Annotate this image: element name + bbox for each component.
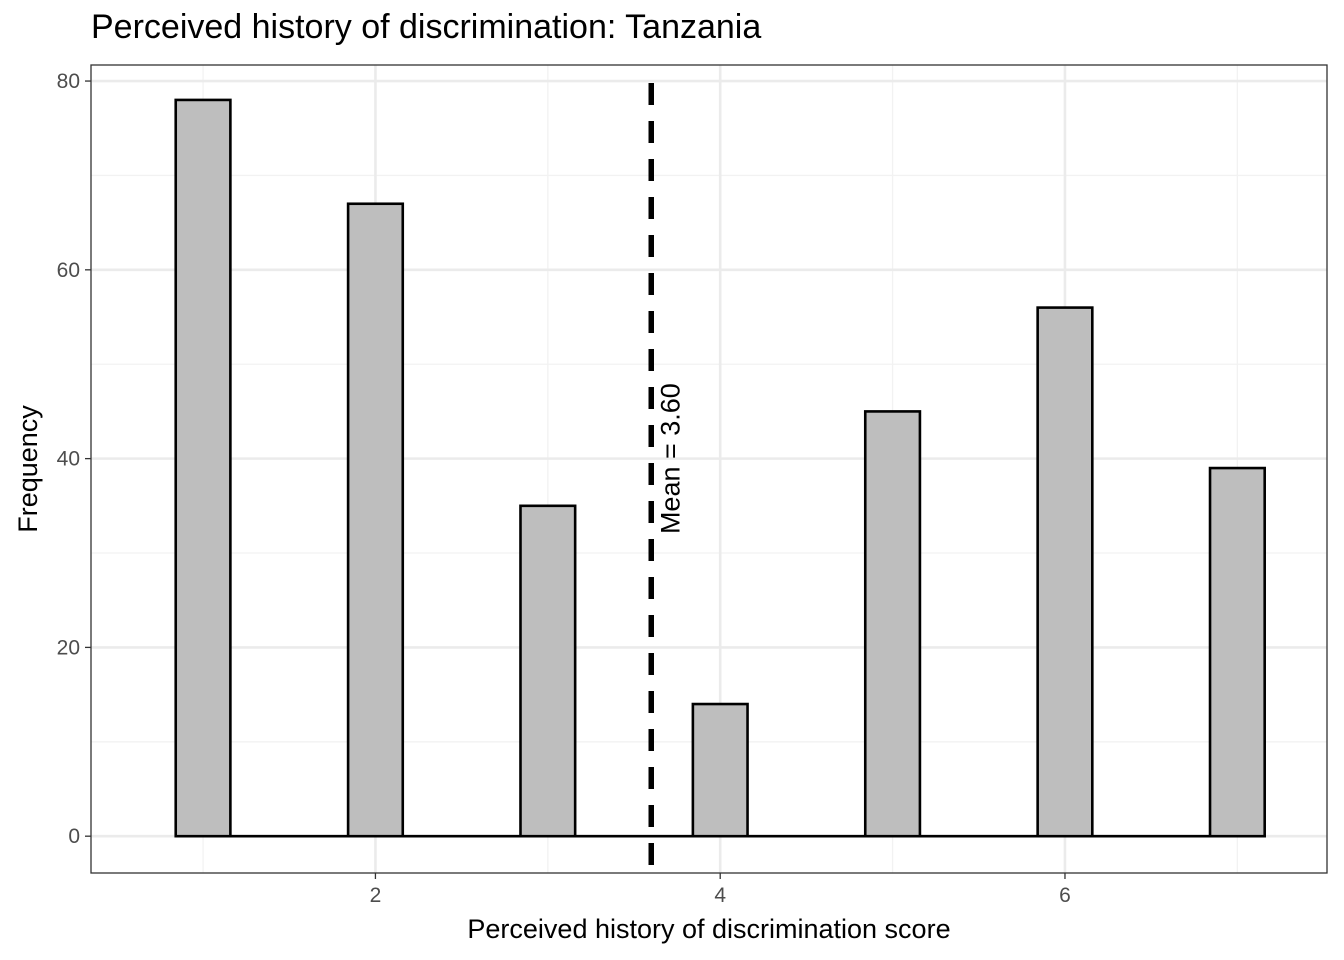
histogram-bar [519,504,577,838]
y-tick-label: 60 [57,259,80,282]
x-tick-label: 2 [370,884,382,907]
y-tick-label: 80 [57,70,80,93]
chart-title: Perceived history of discrimination: Tan… [91,8,762,46]
axes: 0 20 40 60 80 2 4 6 [57,70,1071,907]
histogram-bar [1036,306,1094,838]
histogram-bar [863,410,922,838]
histogram-bar [346,202,405,838]
panel-border [90,64,1328,874]
histogram-bar [174,98,232,838]
y-tick-label: 40 [57,448,80,471]
y-tick-label: 0 [68,825,80,848]
bars [174,98,1266,838]
histogram-bar [691,702,749,838]
x-tick-label: 6 [1059,884,1071,907]
x-axis-label: Perceived history of discrimination scor… [467,914,950,944]
histogram-bar [1208,466,1266,838]
mean-line-group: Mean = 3.60 [648,83,685,873]
x-tick-label: 4 [714,884,726,907]
y-axis-label: Frequency [13,405,43,533]
mean-line-label: Mean = 3.60 [655,383,685,534]
y-tick-label: 20 [57,636,80,659]
